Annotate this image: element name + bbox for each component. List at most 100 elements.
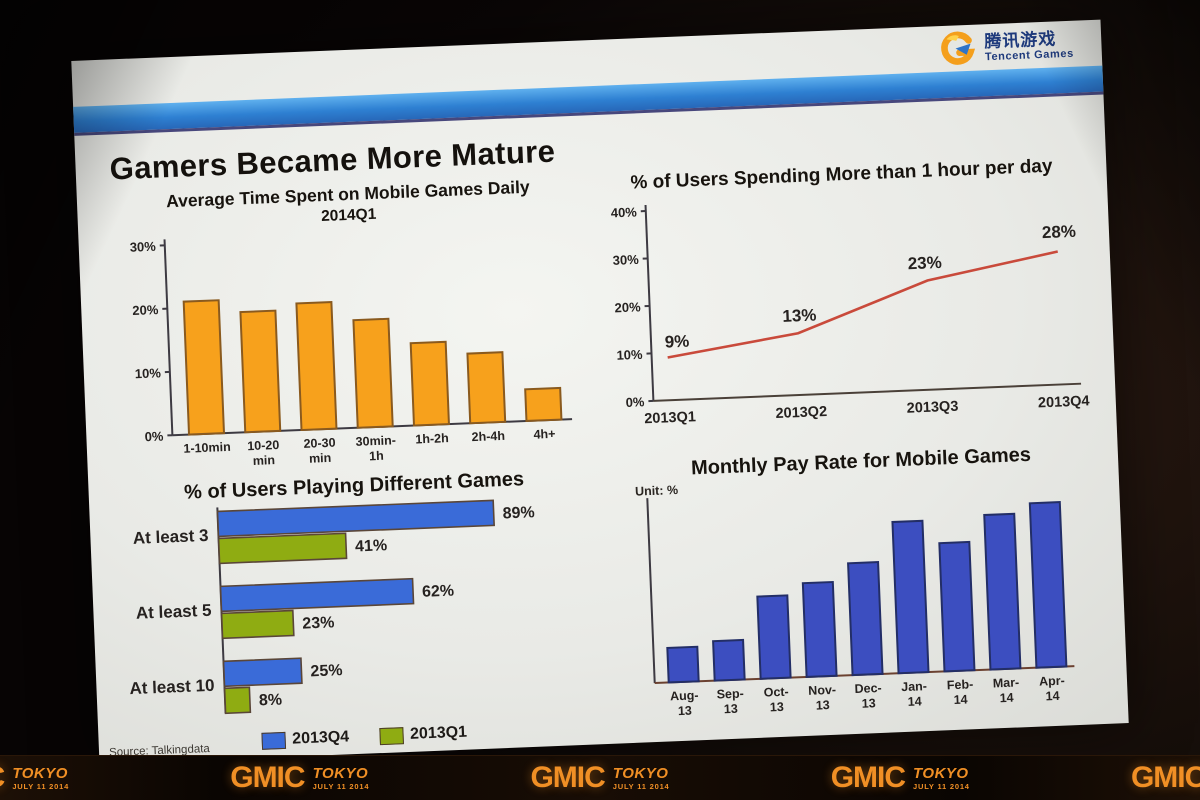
- svg-text:23%: 23%: [907, 253, 942, 273]
- bar: [712, 638, 746, 682]
- bar: [409, 340, 450, 427]
- bar: [219, 577, 415, 613]
- bar: [220, 609, 295, 640]
- svg-text:13: 13: [678, 704, 693, 719]
- svg-text:13: 13: [770, 700, 785, 715]
- legend-swatch: [378, 726, 404, 745]
- svg-text:10-20: 10-20: [247, 438, 280, 453]
- svg-text:Nov-: Nov-: [808, 683, 836, 698]
- svg-text:At least 5: At least 5: [136, 601, 212, 623]
- svg-text:23%: 23%: [302, 614, 335, 632]
- chart-monthly-pay-rate: Monthly Pay Rate for Mobile Games Unit: …: [620, 440, 1113, 743]
- svg-text:2013Q4: 2013Q4: [1038, 393, 1090, 411]
- bar: [938, 540, 976, 673]
- gmic-city-date: TOKYO JULY 11 2014: [613, 766, 670, 791]
- svg-text:14: 14: [953, 692, 968, 707]
- trend-line: [667, 250, 1059, 359]
- bar: [182, 298, 226, 436]
- bar: [891, 519, 930, 675]
- svg-text:Aug-: Aug-: [670, 688, 699, 703]
- bar: [295, 300, 338, 431]
- tencent-games-logo: 腾讯游戏 Tencent Games: [935, 24, 1074, 72]
- tencent-logo-english: Tencent Games: [984, 47, 1075, 64]
- chart-different-games-plot-host: 89% 41% At least 3 62% 23% At least 5 25% 8% At …: [97, 488, 621, 736]
- svg-text:Oct-: Oct-: [763, 685, 789, 700]
- svg-text:30%: 30%: [129, 238, 156, 254]
- svg-text:Feb-: Feb-: [947, 677, 974, 692]
- svg-text:At least 10: At least 10: [129, 676, 215, 698]
- bar: [222, 657, 303, 688]
- gmic-brand-text: GMIC: [1130, 761, 1200, 794]
- gmic-brand-text: GMIC: [830, 761, 906, 794]
- gmic-brand-text: GMIC: [230, 761, 305, 794]
- bar: [223, 686, 252, 715]
- svg-text:1h: 1h: [369, 448, 384, 463]
- svg-text:Apr-: Apr-: [1039, 674, 1065, 689]
- bar: [801, 580, 838, 678]
- gmic-date-text: JULY 11 2014: [913, 781, 970, 791]
- svg-text:13: 13: [816, 698, 831, 713]
- gmic-date-text: JULY 11 2014: [312, 781, 370, 791]
- legend-label: 2013Q4: [291, 728, 350, 748]
- svg-text:min: min: [253, 453, 276, 468]
- svg-text:1h-2h: 1h-2h: [415, 431, 449, 446]
- legend-swatch: [260, 731, 286, 750]
- svg-text:8%: 8%: [259, 692, 283, 710]
- chart-users-different-games: % of Users Playing Different Games 89% 41…: [96, 464, 622, 756]
- svg-text:14: 14: [907, 694, 922, 709]
- svg-text:14: 14: [999, 691, 1014, 706]
- svg-text:10%: 10%: [135, 365, 162, 381]
- gmic-date-text: JULY 11 2014: [12, 781, 70, 791]
- bar: [756, 594, 792, 680]
- svg-text:10%: 10%: [616, 347, 643, 363]
- gmic-city-text: TOKYO: [12, 764, 68, 782]
- chart-users-1hour-plot-host: 0% 10% 20% 30% 40% 9% 13% 23% 28% 2013Q1 2013Q2 201…: [591, 177, 1103, 449]
- svg-text:30%: 30%: [612, 252, 639, 268]
- svg-text:13%: 13%: [782, 305, 817, 325]
- svg-text:0%: 0%: [625, 394, 645, 410]
- svg-text:62%: 62%: [422, 583, 455, 601]
- svg-text:2013Q2: 2013Q2: [775, 404, 827, 422]
- svg-text:At least 3: At least 3: [133, 526, 209, 548]
- gmic-city-date: TOKYO JULY 11 2014: [313, 766, 370, 791]
- bar: [1028, 501, 1068, 669]
- gmic-city-text: TOKYO: [312, 764, 369, 782]
- chart-pay-rate-plot-host: Aug- 13 Sep- 13 Oct- 13 Nov- 13 Dec- 13 Jan- 14 Feb-…: [621, 480, 1112, 743]
- svg-text:30min-: 30min-: [355, 433, 396, 449]
- legend-label: 2013Q1: [409, 723, 468, 743]
- gmic-city-text: TOKYO: [913, 764, 969, 782]
- svg-text:Jan-: Jan-: [901, 679, 927, 694]
- svg-text:41%: 41%: [355, 537, 388, 555]
- pay-rate-plot: Aug-13Sep-13Oct-13Nov-13Dec-13Jan-14Feb-…: [646, 496, 1075, 719]
- legend-item: 2013Q1: [378, 723, 468, 746]
- svg-text:20-30: 20-30: [303, 435, 336, 450]
- svg-text:2h-4h: 2h-4h: [471, 428, 505, 443]
- slide: 腾讯游戏 Tencent Games Gamers Became More Ma…: [71, 19, 1129, 765]
- chart-users-1hour: % of Users Spending More than 1 hour per…: [590, 154, 1103, 449]
- svg-text:Mar-: Mar-: [993, 675, 1020, 690]
- svg-text:Dec-: Dec-: [854, 681, 882, 696]
- svg-text:89%: 89%: [502, 504, 535, 522]
- legend-item: 2013Q4: [260, 728, 350, 750]
- svg-text:14: 14: [1045, 689, 1060, 704]
- svg-text:2013Q1: 2013Q1: [644, 409, 696, 427]
- gmic-city-text: TOKYO: [612, 764, 669, 782]
- svg-text:1-10min: 1-10min: [183, 439, 231, 455]
- svg-text:min: min: [309, 450, 332, 465]
- svg-text:20%: 20%: [132, 302, 159, 318]
- bar: [666, 645, 700, 684]
- tencent-logo-text: 腾讯游戏 Tencent Games: [984, 29, 1075, 64]
- svg-text:20%: 20%: [614, 299, 641, 315]
- header-bar: [73, 65, 1104, 136]
- tencent-g-icon: [941, 31, 976, 65]
- gmic-brand-text: GMIC: [530, 761, 605, 794]
- svg-text:28%: 28%: [1042, 222, 1077, 242]
- different-games-plot: 89% 41% At least 3 62% 23% At least 5 25% 8% At …: [129, 499, 535, 715]
